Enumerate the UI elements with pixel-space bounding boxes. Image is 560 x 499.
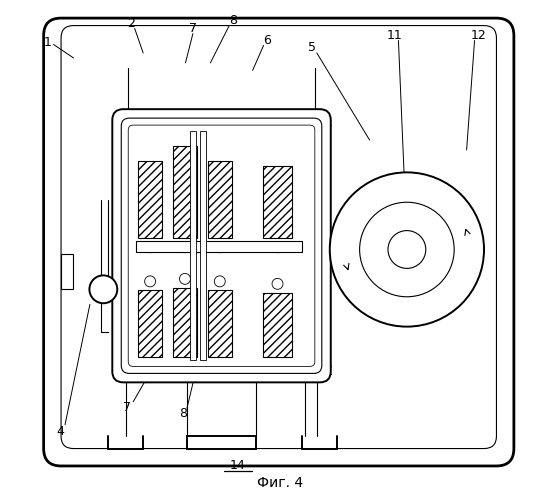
Text: 1: 1 (44, 36, 52, 49)
Circle shape (214, 242, 225, 252)
Circle shape (90, 275, 117, 303)
Circle shape (144, 242, 156, 252)
Bar (200, 131, 206, 360)
Bar (190, 131, 197, 360)
Text: Фиг. 4: Фиг. 4 (257, 477, 303, 491)
Bar (138, 290, 162, 357)
Bar (138, 161, 162, 239)
Bar (173, 288, 197, 357)
FancyBboxPatch shape (44, 18, 514, 466)
Bar (136, 241, 302, 251)
Circle shape (360, 202, 454, 297)
Circle shape (144, 276, 156, 287)
Bar (263, 293, 292, 357)
Text: 2: 2 (127, 16, 134, 29)
Text: 8: 8 (179, 407, 187, 420)
Text: 14: 14 (230, 460, 246, 473)
Bar (61, 254, 73, 289)
Text: 4: 4 (56, 425, 64, 438)
Bar (186, 436, 256, 449)
Text: 7: 7 (189, 21, 197, 34)
Text: 5: 5 (309, 41, 316, 54)
Text: 8: 8 (228, 14, 237, 27)
Bar (208, 290, 232, 357)
Text: 7: 7 (123, 401, 131, 414)
Circle shape (180, 273, 190, 284)
Bar (208, 161, 232, 239)
Circle shape (272, 242, 283, 252)
Circle shape (330, 172, 484, 327)
Text: 12: 12 (471, 29, 487, 42)
Bar (263, 166, 292, 239)
Circle shape (214, 276, 225, 287)
FancyBboxPatch shape (113, 109, 331, 382)
Circle shape (272, 278, 283, 289)
Circle shape (180, 242, 190, 252)
Circle shape (388, 231, 426, 268)
Text: 6: 6 (264, 34, 272, 47)
Text: 11: 11 (386, 29, 402, 42)
Bar (173, 146, 197, 239)
